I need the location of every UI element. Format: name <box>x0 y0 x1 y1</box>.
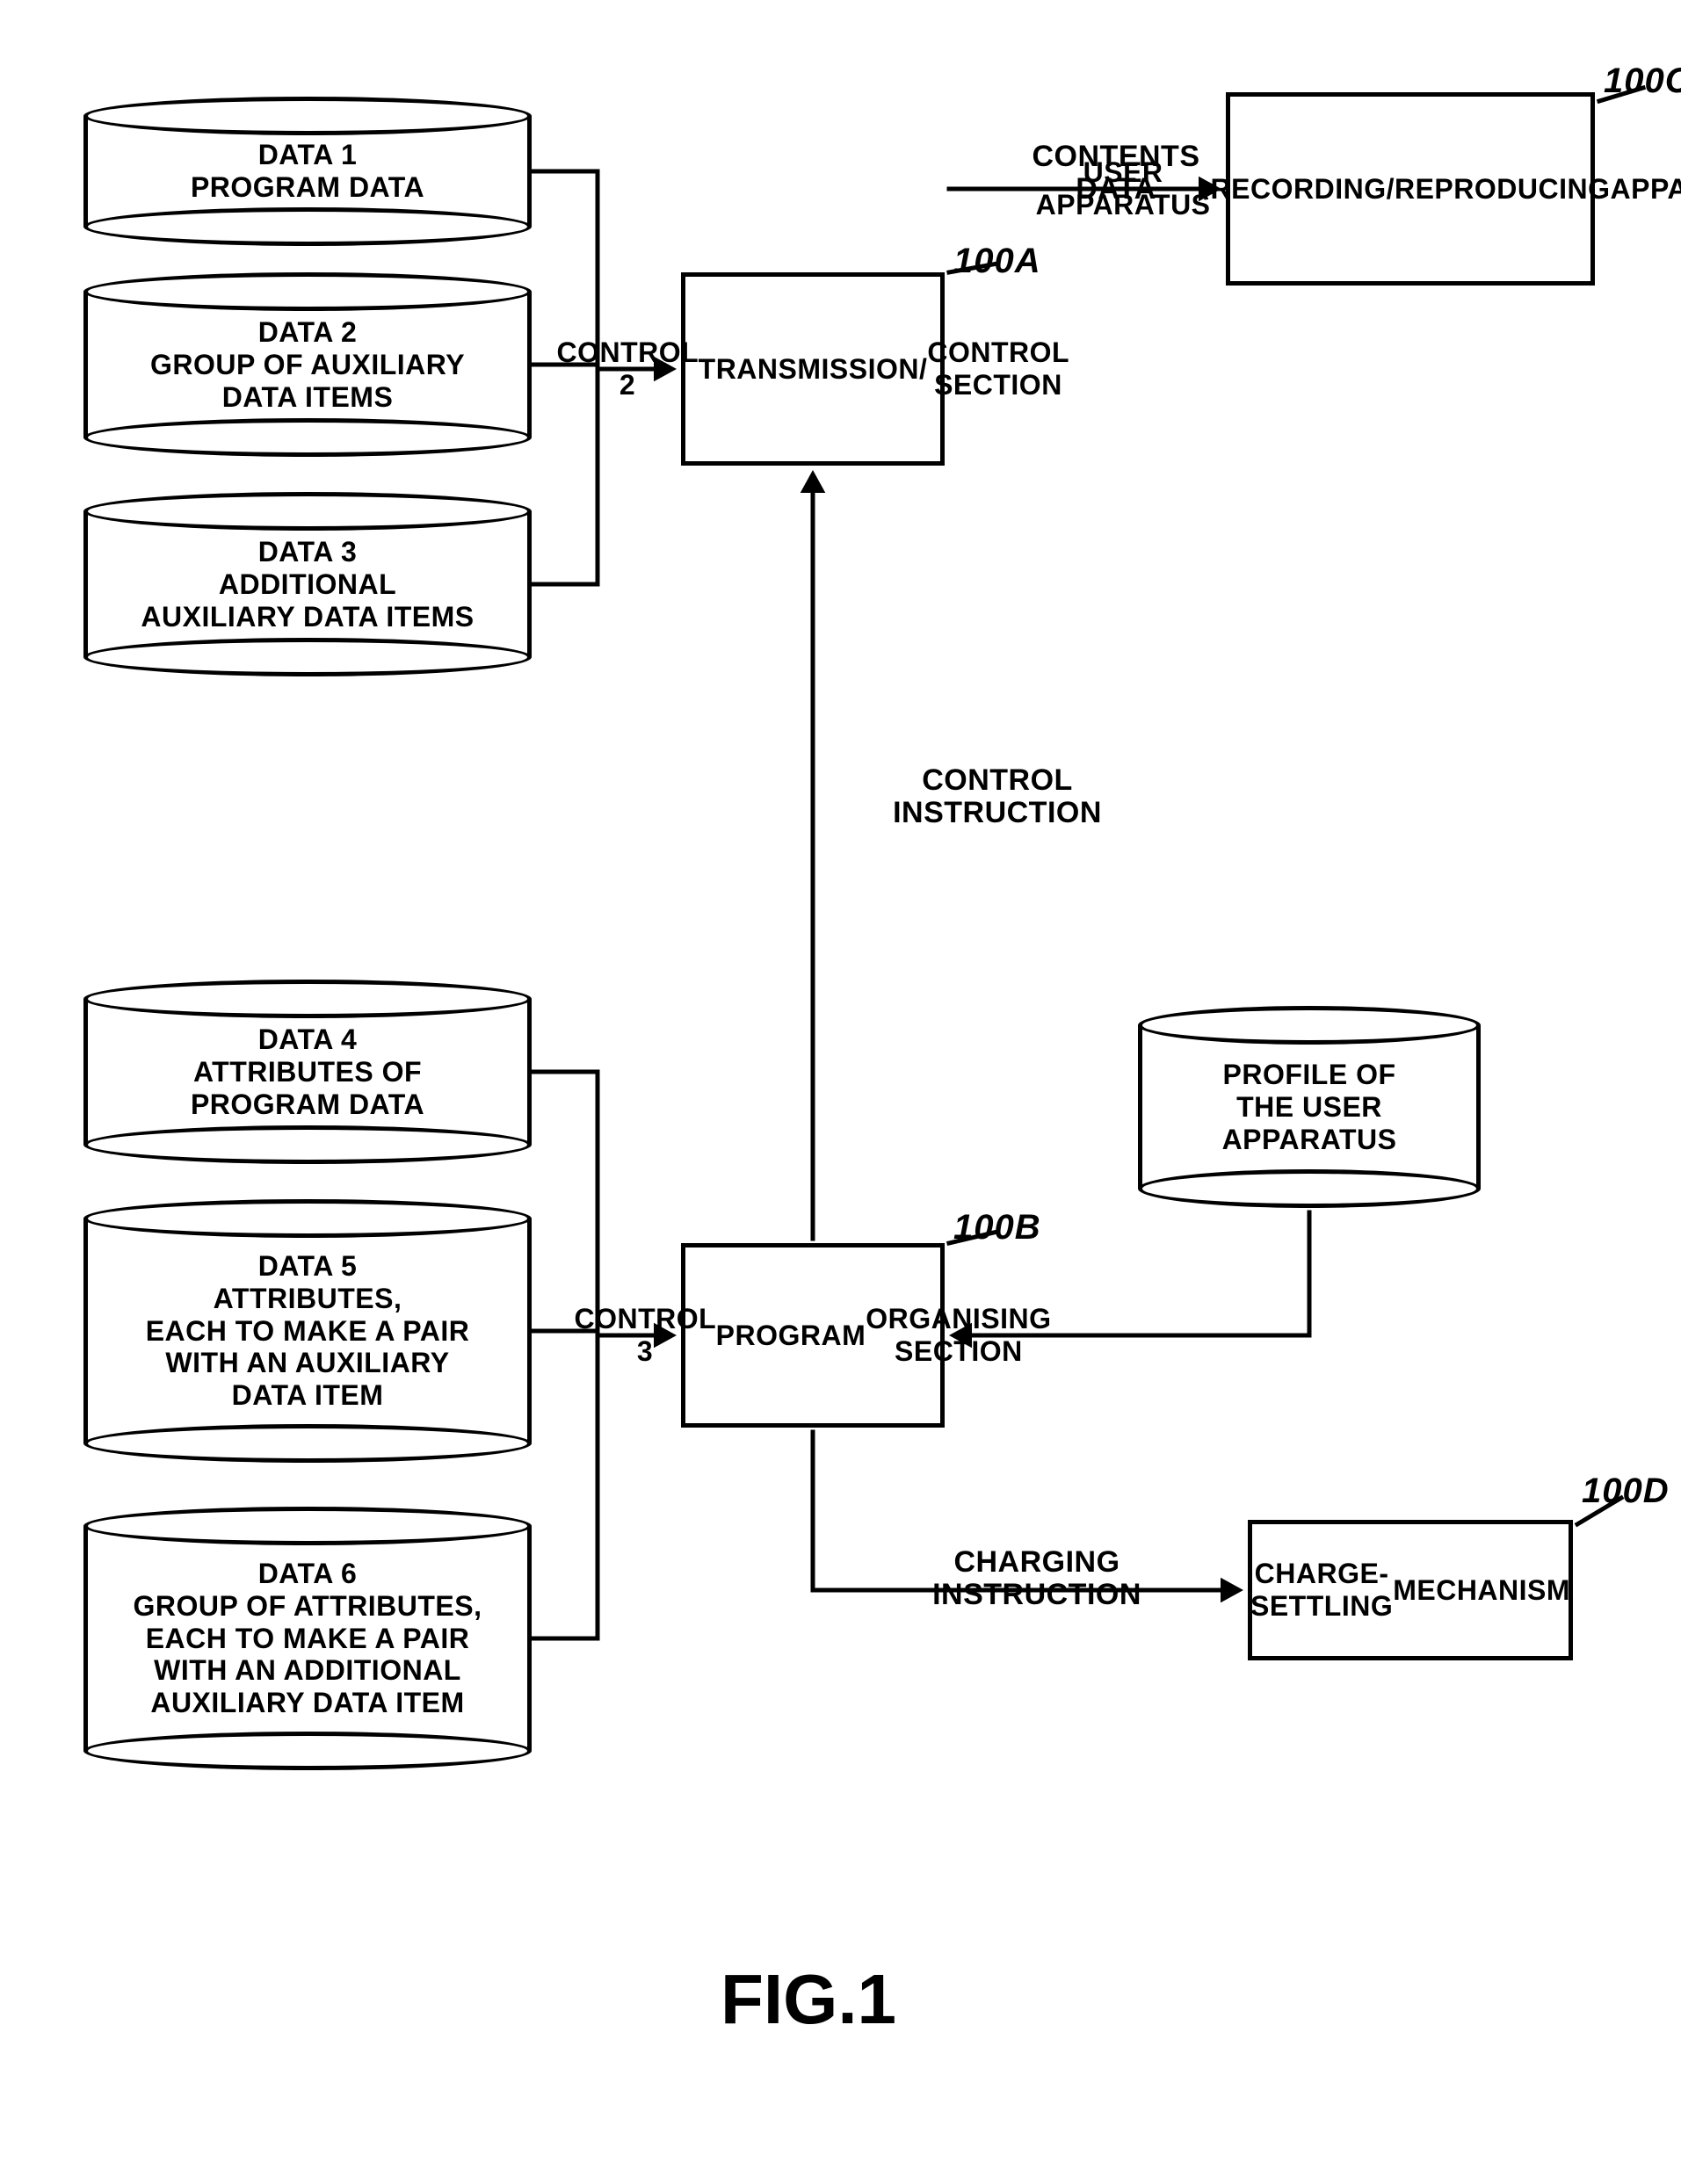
cyl-data5-label: DATA 5ATTRIBUTES,EACH TO MAKE A PAIRWITH… <box>92 1250 523 1412</box>
cyl-data4-label: DATA 4ATTRIBUTES OFPROGRAM DATA <box>92 1023 523 1120</box>
cyl-data1-label: DATA 1PROGRAM DATA <box>92 139 523 204</box>
ref-100A: 100A <box>953 242 1041 281</box>
box-user-apparatus: USER APPARATUSRECORDING/REPRODUCINGAPPAR… <box>1226 92 1595 286</box>
figure-caption: FIG.1 <box>721 1959 896 2040</box>
box-charge-settling: CHARGE-SETTLINGMECHANISM <box>1248 1520 1573 1660</box>
label-contents-data: CONTENTSDATA <box>1019 141 1213 206</box>
cyl-data5: DATA 5ATTRIBUTES,EACH TO MAKE A PAIRWITH… <box>83 1199 532 1463</box>
box-control2: CONTROL 2TRANSMISSION/CONTROL SECTION <box>681 272 945 466</box>
cyl-data2-label: DATA 2GROUP OF AUXILIARYDATA ITEMS <box>92 316 523 413</box>
ref-100B: 100B <box>953 1208 1041 1247</box>
label-control-instruction: CONTROLINSTRUCTION <box>857 764 1138 830</box>
cyl-data1: DATA 1PROGRAM DATA <box>83 97 532 246</box>
cyl-data6: DATA 6GROUP OF ATTRIBUTES,EACH TO MAKE A… <box>83 1507 532 1770</box>
cyl-data3-label: DATA 3ADDITIONALAUXILIARY DATA ITEMS <box>92 536 523 633</box>
cyl-profile-label: PROFILE OFTHE USERAPPARATUS <box>1147 1059 1472 1155</box>
cyl-data4: DATA 4ATTRIBUTES OFPROGRAM DATA <box>83 980 532 1164</box>
cyl-data3: DATA 3ADDITIONALAUXILIARY DATA ITEMS <box>83 492 532 676</box>
cyl-profile: PROFILE OFTHE USERAPPARATUS <box>1138 1006 1481 1208</box>
box-control3: CONTROL 3PROGRAMORGANISING SECTION <box>681 1243 945 1428</box>
cyl-data6-label: DATA 6GROUP OF ATTRIBUTES,EACH TO MAKE A… <box>92 1558 523 1719</box>
diagram-stage: DATA 1PROGRAM DATA DATA 2GROUP OF AUXILI… <box>0 0 1681 2184</box>
label-charging-instruction: CHARGINGINSTRUCTION <box>896 1546 1177 1612</box>
ref-100D: 100D <box>1582 1472 1670 1511</box>
cyl-data2: DATA 2GROUP OF AUXILIARYDATA ITEMS <box>83 272 532 457</box>
ref-100C: 100C <box>1604 61 1681 101</box>
